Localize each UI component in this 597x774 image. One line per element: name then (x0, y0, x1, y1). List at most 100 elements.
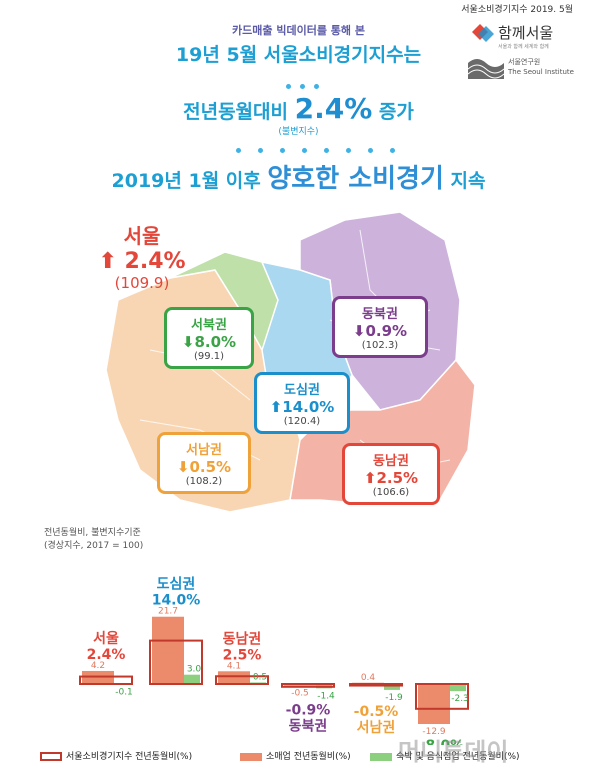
legend-swatch-food (370, 752, 392, 761)
region-index: (102.3) (361, 340, 399, 351)
decor-dot (314, 84, 319, 89)
headline-2-value: 2.4% (294, 92, 373, 125)
region-card-dosim: 도심권 ⬆14.0% (120.4) (254, 372, 350, 434)
watermark: 머니투데이 (398, 738, 509, 766)
data-label-food: 0.5 (253, 672, 267, 682)
data-label-retail: -0.5 (291, 689, 309, 699)
data-label-food: -1.9 (385, 693, 403, 703)
headline-3: 2019년 1월 이후 양호한 소비경기 지속 (0, 158, 597, 195)
seoul-total-change: 2.4% (124, 249, 186, 274)
headline-3-suffix: 지속 (450, 170, 486, 192)
category-label: 도심권 (157, 577, 196, 593)
category-label: 동남권 (223, 630, 262, 647)
region-card-seobuk: 서북권 ⬇8.0% (99.1) (164, 307, 254, 369)
bar-index-outline (79, 675, 133, 685)
headline-2-suffix: 증가 (378, 101, 414, 123)
bar-retail (152, 616, 184, 684)
down-arrow-icon: ⬇ (181, 333, 195, 351)
legend-item-index: 서울소비경기지수 전년동월비(%) (40, 749, 192, 762)
chart-note-line-2: (경상지수, 2017 = 100) (44, 541, 144, 551)
seoul-brand-logo: 함께서울 서울과 함께 세계와 함께 (468, 18, 568, 52)
region-change: 0.5% (189, 458, 232, 476)
region-index: (99.1) (193, 351, 225, 362)
data-label-retail: -12.9 (422, 727, 446, 737)
legend-item-food: 숙박 및 음식점업 전년동월비(%) (370, 749, 520, 762)
legend-label: 소매업 전년동월비(%) (266, 752, 351, 762)
headline-1: 19년 5월 서울소비경기지수는 (175, 44, 422, 66)
data-label-food: -2.3 (451, 694, 469, 704)
seoul-total-callout: 서울 ⬆ 2.4% (109.9) (92, 220, 192, 292)
headline-3-prefix: 2019년 1월 이후 (111, 170, 261, 192)
headline-2-note: (불변지수) (278, 127, 319, 137)
bar-retail (418, 684, 450, 724)
legend-swatch-retail (240, 752, 262, 761)
region-index: (106.6) (372, 487, 410, 498)
decor-dot (302, 148, 307, 153)
decor-dot (286, 84, 291, 89)
region-name: 동북권 (362, 307, 398, 322)
seoul-institute-logo: 서울연구원 The Seoul Institute (468, 55, 578, 81)
decor-dot (324, 148, 329, 153)
region-name: 서북권 (191, 318, 227, 333)
data-label-food: -1.4 (317, 691, 335, 701)
data-label-retail: 4.1 (227, 661, 241, 671)
category-value: 2.4% (87, 647, 126, 663)
region-change: 8.0% (194, 333, 237, 351)
bar-food (184, 674, 200, 684)
decor-dot (390, 148, 395, 153)
region-index: (120.4) (283, 416, 321, 427)
down-arrow-icon: ⬇ (352, 322, 366, 340)
headline-2-prefix: 전년동월대비 (183, 101, 288, 123)
up-arrow-icon: ⬆ (363, 469, 377, 487)
category-value: -8.0% (420, 738, 465, 745)
bar-retail (218, 671, 250, 684)
legend-label: 숙박 및 음식점업 전년동월비(%) (396, 752, 520, 762)
data-label-food: 3.0 (187, 665, 202, 675)
category-value: -0.9% (286, 702, 331, 718)
up-arrow-icon: ⬆ (269, 398, 283, 416)
bar-index-outline (281, 683, 335, 688)
bar-index-outline (415, 683, 469, 710)
headline-2: 전년동월대비 2.4% 증가 (0, 92, 597, 125)
institute-name-ko: 서울연구원 (508, 58, 541, 66)
region-change: 14.0% (282, 398, 335, 416)
chart-note-line-1: 전년동월비, 불변지수기준 (44, 528, 141, 538)
region-index: (108.2) (185, 476, 223, 487)
seoul-total-name: 서울 (123, 224, 161, 248)
region-name: 동남권 (373, 454, 409, 469)
seoul-brand-text: 함께서울 (498, 24, 553, 42)
region-change: 0.9% (365, 322, 408, 340)
region-name: 서남권 (186, 443, 222, 458)
data-label-retail: 21.7 (158, 607, 178, 617)
bar-food (450, 684, 466, 692)
data-label-food: -0.1 (115, 687, 133, 697)
category-label: 동북권 (289, 718, 328, 734)
decor-dot (258, 148, 263, 153)
seoul-brand-tagline: 서울과 함께 세계와 함께 (498, 43, 549, 50)
legend-label: 서울소비경기지수 전년동월비(%) (66, 752, 193, 762)
chart-note: 전년동월비, 불변지수기준 (경상지수, 2017 = 100) (44, 527, 143, 553)
seoul-district-map (105, 211, 476, 513)
data-label-retail: 4.2 (91, 661, 105, 671)
source-line: 서울소비경기지수 2019. 5월 (461, 5, 573, 15)
subtitle: 카드매출 빅데이터를 통해 본 (232, 24, 365, 37)
bar-index-outline (215, 675, 269, 685)
decor-dot (300, 84, 305, 89)
up-arrow-icon: ⬆ (98, 249, 117, 274)
bar-index-outline (349, 683, 403, 687)
category-label: 서남권 (357, 719, 396, 736)
bar-index-outline (149, 639, 203, 685)
category-value: 2.5% (223, 647, 262, 663)
down-arrow-icon: ⬇ (176, 458, 190, 476)
chart-legend: 서울소비경기지수 전년동월비(%) 소매업 전년동월비(%) 숙박 및 음식점업… (40, 749, 560, 765)
decor-dot (236, 148, 241, 153)
legend-swatch-outline (40, 752, 62, 761)
region-name: 도심권 (284, 383, 320, 398)
seoul-total-index: (109.9) (114, 274, 170, 292)
decor-dot (280, 148, 285, 153)
category-label: 서울 (93, 630, 119, 647)
region-card-dongnam: 동남권 ⬆2.5% (106.6) (342, 443, 440, 505)
data-label-retail: 0.4 (361, 673, 376, 683)
decor-dot (346, 148, 351, 153)
